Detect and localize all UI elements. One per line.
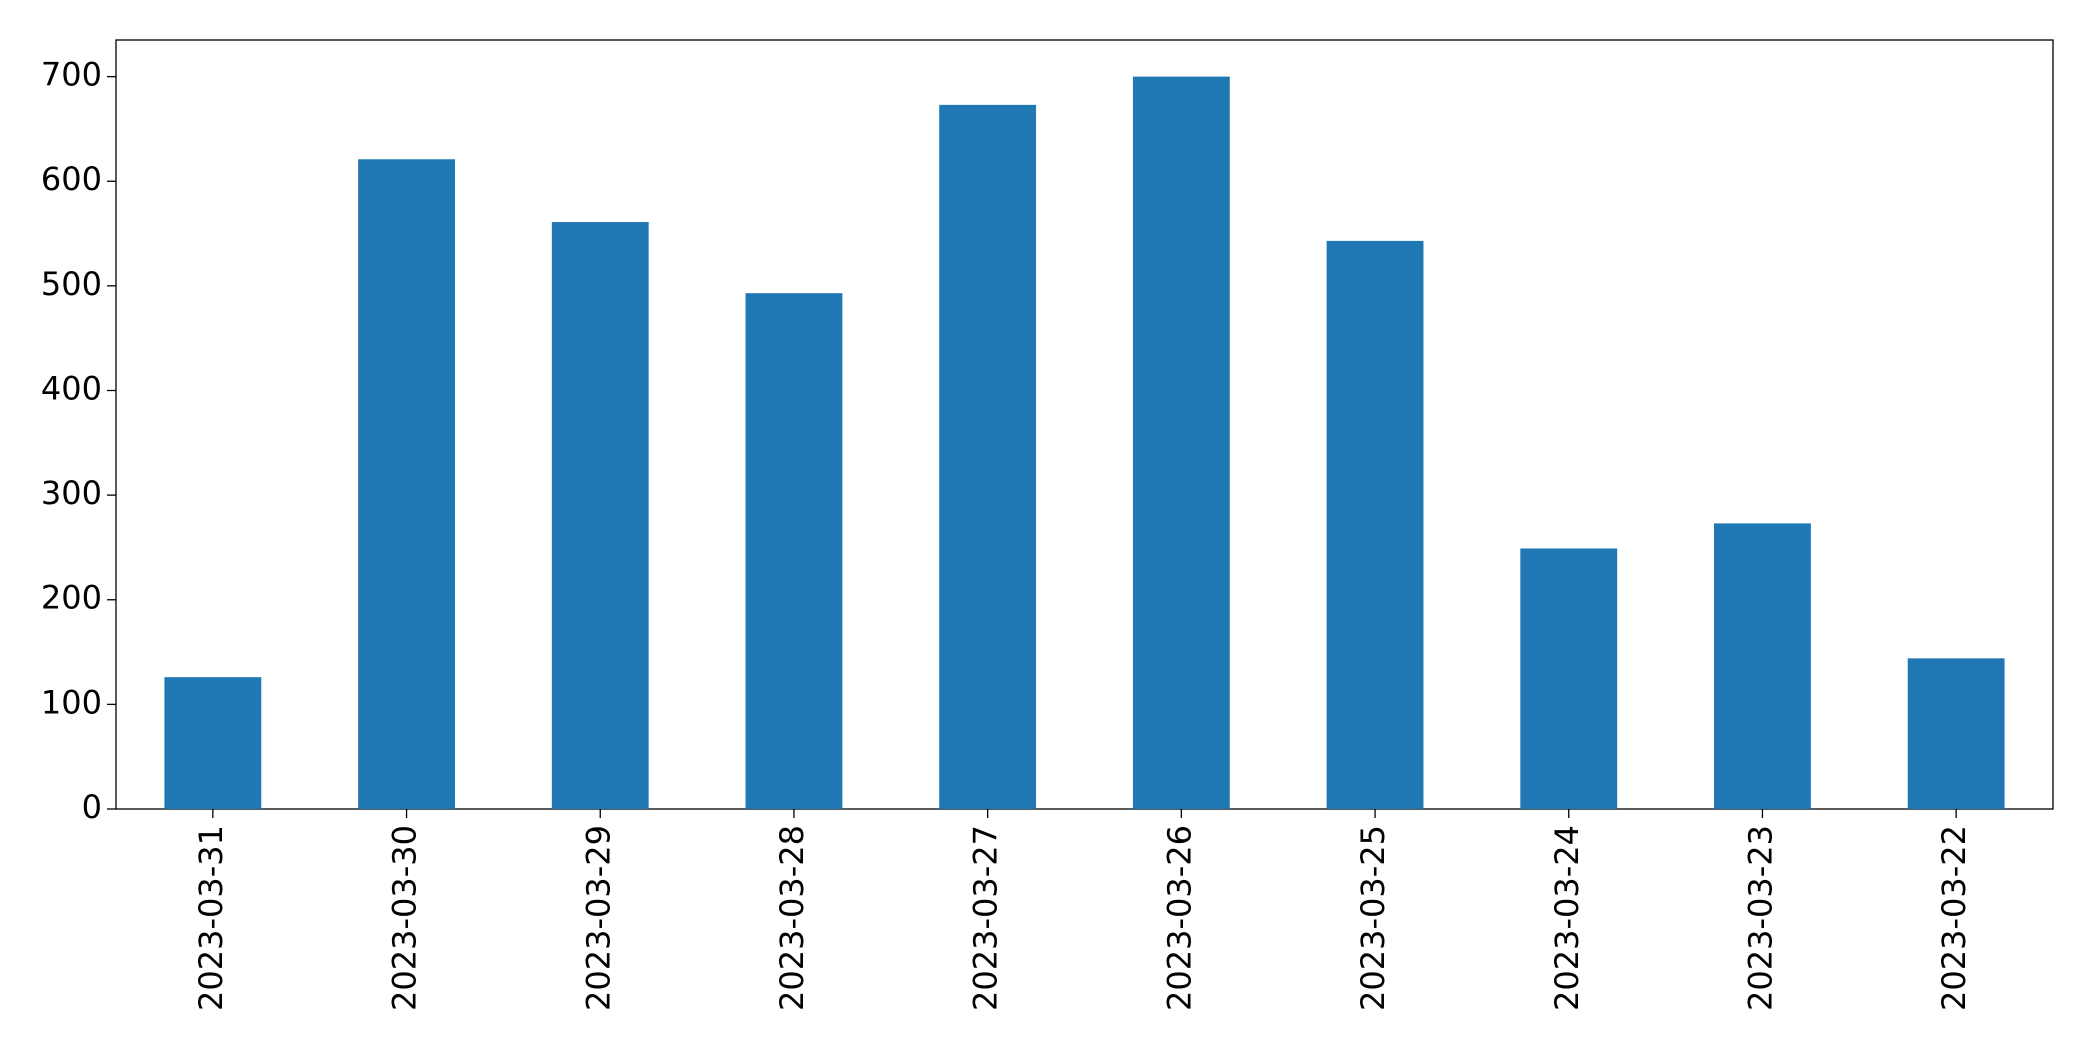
x-tick-label: 2023-03-27	[967, 825, 1005, 1011]
bar	[1326, 240, 1424, 809]
x-tick-label: 2023-03-31	[192, 825, 230, 1011]
x-tick-label: 2023-03-26	[1160, 825, 1198, 1011]
y-tick-label: 400	[41, 369, 102, 407]
y-tick-label: 0	[82, 788, 102, 826]
bar	[1714, 523, 1811, 809]
bar	[1132, 76, 1230, 810]
y-tick-label: 600	[41, 160, 102, 198]
y-tick-label: 700	[41, 56, 102, 94]
plot-frame	[115, 39, 2054, 810]
y-tick-label: 300	[41, 474, 102, 512]
y-tick-label: 500	[41, 265, 102, 303]
x-tick-label: 2023-03-24	[1548, 825, 1586, 1011]
x-tick-label: 2023-03-29	[579, 825, 617, 1011]
bar	[358, 159, 455, 810]
x-tick-label: 2023-03-22	[1935, 825, 1973, 1011]
bar	[551, 222, 649, 810]
bar	[939, 104, 1037, 809]
bar	[1520, 548, 1618, 809]
y-tick-label: 100	[41, 683, 102, 721]
y-tick-label: 200	[41, 579, 102, 617]
x-tick-label: 2023-03-28	[773, 825, 811, 1011]
bar	[745, 293, 843, 809]
bar	[164, 677, 262, 809]
x-tick-label: 2023-03-25	[1354, 825, 1392, 1011]
x-tick-label: 2023-03-30	[386, 825, 424, 1011]
x-tick-label: 2023-03-23	[1741, 825, 1779, 1011]
bar	[1907, 658, 2005, 809]
